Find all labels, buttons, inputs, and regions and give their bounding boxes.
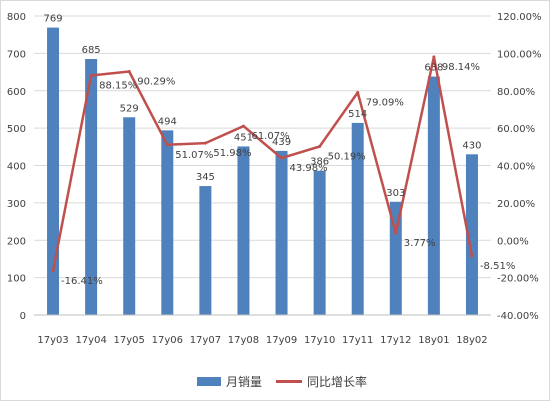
bar-value-label: 451 bbox=[234, 132, 253, 143]
growth-point bbox=[165, 143, 169, 147]
growth-value-label: 88.15% bbox=[99, 81, 137, 92]
bar bbox=[465, 154, 478, 315]
legend: 月销量 同比增长率 bbox=[197, 374, 367, 389]
growth-value-label: 61.07% bbox=[251, 131, 289, 142]
bar-value-label: 494 bbox=[158, 116, 177, 127]
left-tick-label: 600 bbox=[7, 87, 26, 98]
x-tick-label: 17y04 bbox=[75, 335, 106, 346]
bar bbox=[351, 122, 364, 315]
left-tick-label: 800 bbox=[7, 12, 26, 23]
bar bbox=[313, 170, 326, 315]
bar-value-label: 529 bbox=[120, 103, 139, 114]
x-tick-label: 17y10 bbox=[304, 335, 335, 346]
right-tick-label: -40.00% bbox=[497, 311, 539, 322]
x-tick-label: 17y03 bbox=[37, 335, 68, 346]
x-tick-label: 17y05 bbox=[114, 335, 145, 346]
growth-value-label: 50.19% bbox=[328, 151, 366, 162]
growth-value-label: 3.77% bbox=[404, 238, 436, 249]
growth-line bbox=[51, 55, 474, 273]
bar bbox=[275, 150, 288, 315]
right-tick-label: 60.00% bbox=[497, 124, 535, 135]
x-tick-label: 17y12 bbox=[380, 335, 411, 346]
x-axis: 17y03 17y04 17y05 17y06 17y07 17y08 17y09 17y10… bbox=[34, 314, 491, 346]
bar bbox=[389, 201, 402, 315]
growth-point bbox=[470, 254, 474, 258]
growth-value-label: 51.07% bbox=[175, 150, 213, 161]
growth-point bbox=[51, 269, 55, 273]
x-tick-label: 17y09 bbox=[266, 335, 297, 346]
bar bbox=[237, 146, 250, 315]
x-tick-label: 18y01 bbox=[418, 335, 449, 346]
x-tick-label: 17y06 bbox=[152, 335, 183, 346]
right-tick-label: 40.00% bbox=[497, 162, 535, 173]
left-tick-label: 100 bbox=[7, 274, 26, 285]
left-tick-label: 300 bbox=[7, 199, 26, 210]
growth-value-label: 98.14% bbox=[442, 62, 480, 73]
growth-value-label: 51.98% bbox=[213, 148, 251, 159]
right-tick-label: 0.00% bbox=[497, 236, 529, 247]
left-axis: 0 100 200 300 400 500 600 700 800 bbox=[7, 12, 26, 322]
legend-line-label: 同比增长率 bbox=[307, 374, 367, 389]
growth-polyline bbox=[51, 55, 474, 272]
growth-point bbox=[356, 90, 360, 94]
bar bbox=[199, 186, 212, 315]
x-tick-label: 17y08 bbox=[228, 335, 259, 346]
bar bbox=[47, 27, 60, 316]
growth-value-label: -16.41% bbox=[61, 276, 103, 287]
growth-value-label: 79.09% bbox=[366, 97, 404, 108]
growth-point bbox=[394, 231, 398, 235]
right-tick-label: 80.00% bbox=[497, 87, 535, 98]
growth-value-label: 43.98% bbox=[290, 163, 328, 174]
left-tick-label: 200 bbox=[7, 236, 26, 247]
growth-point bbox=[280, 156, 284, 160]
bar-value-label: 386 bbox=[310, 157, 329, 168]
right-tick-label: 20.00% bbox=[497, 199, 535, 210]
bar-value-label: 439 bbox=[272, 137, 291, 148]
line-labels: -16.41% 88.15% 90.29% 51.07% 51.98%61.07% 43.… bbox=[61, 62, 515, 287]
right-tick-label: -20.00% bbox=[497, 274, 539, 285]
growth-point bbox=[241, 124, 245, 128]
bar bbox=[161, 130, 174, 315]
left-tick-label: 400 bbox=[7, 162, 26, 173]
bar-value-label: 685 bbox=[82, 45, 101, 56]
left-tick-label: 0 bbox=[20, 311, 26, 322]
bar-value-label: 514 bbox=[348, 109, 367, 120]
x-tick-label: 18y02 bbox=[456, 335, 487, 346]
legend-bar-label: 月销量 bbox=[226, 375, 262, 389]
growth-point bbox=[432, 55, 436, 59]
bar-value-label: 303 bbox=[386, 188, 405, 199]
right-axis: -40.00% -20.00% 0.00% 20.00% 40.00% 60.00% 80.… bbox=[497, 12, 542, 322]
x-tick-label: 17y07 bbox=[190, 335, 221, 346]
legend-bar-swatch bbox=[197, 377, 221, 386]
growth-point bbox=[89, 74, 93, 78]
bars bbox=[47, 27, 478, 316]
right-tick-label: 120.00% bbox=[497, 12, 542, 23]
bar-value-label: 769 bbox=[43, 14, 62, 25]
bar-value-label: 345 bbox=[196, 172, 215, 183]
bar bbox=[123, 117, 136, 315]
right-tick-label: 100.00% bbox=[497, 49, 542, 60]
left-tick-label: 700 bbox=[7, 49, 26, 60]
bar-value-label: 430 bbox=[462, 140, 481, 151]
bar-labels: 769 685 529 494 345 451 439 386 514 303 638 430 bbox=[43, 14, 481, 199]
bar-value-label: 638 bbox=[424, 63, 443, 74]
left-tick-label: 500 bbox=[7, 124, 26, 135]
bar bbox=[427, 76, 440, 315]
growth-point bbox=[127, 70, 131, 74]
x-tick-label: 17y11 bbox=[342, 335, 373, 346]
growth-point bbox=[318, 144, 322, 148]
growth-point bbox=[203, 141, 207, 145]
growth-value-label: -8.51% bbox=[480, 261, 515, 272]
bar bbox=[85, 58, 98, 315]
growth-value-label: 90.29% bbox=[137, 77, 175, 88]
